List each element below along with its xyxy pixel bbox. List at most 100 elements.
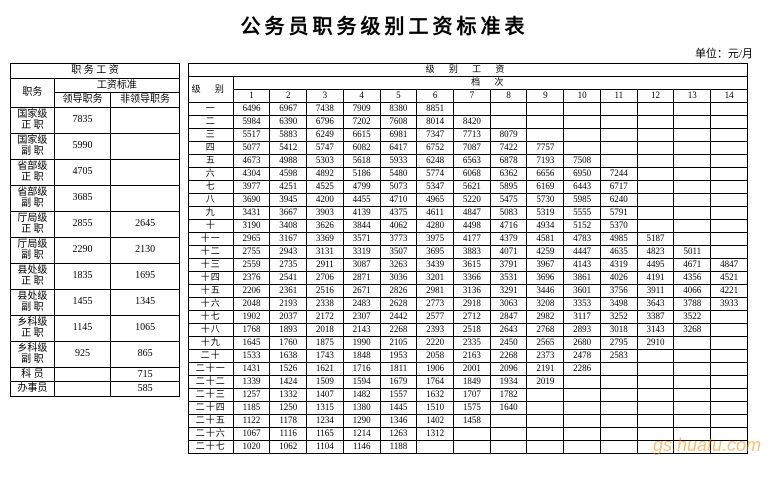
value-cell: 1312 [417,428,454,441]
value-cell [564,129,601,142]
value-cell: 1510 [417,402,454,415]
value-cell: 4071 [490,246,527,259]
position-cell: 省部级副 职 [11,185,55,211]
value-cell: 3861 [564,272,601,285]
value-cell: 5883 [270,129,307,142]
value-cell [711,129,748,142]
value-cell [711,311,748,324]
value-cell: 1020 [233,441,270,454]
value-cell: 2037 [270,311,307,324]
nonlead-cell [111,159,180,185]
value-cell: 4581 [527,233,564,246]
value-cell: 2680 [564,337,601,350]
value-cell [711,402,748,415]
table-row: 四507754125747608264176752708774227757 [189,142,748,155]
value-cell [711,194,748,207]
value-cell: 1526 [270,363,307,376]
value-cell: 1743 [307,350,344,363]
value-cell: 4635 [600,246,637,259]
value-cell [711,168,748,181]
value-cell: 1716 [343,363,380,376]
value-cell [637,350,674,363]
value-cell: 7608 [380,116,417,129]
value-cell: 3190 [233,220,270,233]
table-row: 二十七10201062110411461188 [189,441,748,454]
value-cell [527,415,564,428]
value-cell: 4823 [637,246,674,259]
value-cell [600,103,637,116]
value-cell: 5984 [233,116,270,129]
value-cell: 1122 [233,415,270,428]
table-row: 科 员715 [11,367,180,382]
value-cell: 2483 [343,298,380,311]
value-cell [674,428,711,441]
value-cell: 3601 [564,285,601,298]
level-cell: 十二 [189,246,234,259]
value-cell: 4026 [600,272,637,285]
value-cell: 6563 [454,155,491,168]
grade-header-cell: 7 [454,90,491,103]
grade-header-cell: 13 [674,90,711,103]
value-cell [527,441,564,454]
value-cell: 6390 [270,116,307,129]
tables-wrap: 职 务 工 资 职务 工资标准 领导职务 非领导职务 国家级正 职7835国家级… [10,63,759,454]
value-cell [564,415,601,428]
value-cell: 1188 [380,441,417,454]
level-cell: 十 [189,220,234,233]
value-cell [637,441,674,454]
value-cell [600,376,637,389]
value-cell: 2096 [490,363,527,376]
value-cell: 3615 [454,259,491,272]
page-title: 公务员职务级别工资标准表 [10,10,759,39]
table-row: 二十四11851250131513801445151015751640 [189,402,748,415]
value-cell [674,441,711,454]
value-cell: 6878 [490,155,527,168]
value-cell: 6615 [343,129,380,142]
value-cell: 1146 [343,441,380,454]
value-cell: 3431 [233,207,270,220]
value-cell: 5730 [527,194,564,207]
value-cell: 2671 [343,285,380,298]
value-cell: 4221 [711,285,748,298]
value-cell: 1104 [307,441,344,454]
value-cell: 2982 [527,311,564,324]
value-cell: 1848 [343,350,380,363]
value-cell: 1214 [343,428,380,441]
left-header-pos: 职务 [11,78,55,107]
value-cell: 2268 [380,324,417,337]
value-cell: 1250 [270,402,307,415]
value-cell [711,337,748,350]
value-cell: 1431 [233,363,270,376]
value-cell: 4200 [307,194,344,207]
value-cell [711,220,748,233]
value-cell: 4611 [417,207,454,220]
value-cell: 6169 [527,181,564,194]
value-cell: 7244 [600,168,637,181]
value-cell: 3208 [527,298,564,311]
value-cell: 5621 [454,181,491,194]
left-header-top: 职 务 工 资 [11,64,180,79]
value-cell [711,350,748,363]
value-cell: 4251 [270,181,307,194]
value-cell [600,415,637,428]
value-cell: 1458 [454,415,491,428]
value-cell: 1594 [343,376,380,389]
value-cell: 2628 [380,298,417,311]
position-cell: 省部级正 职 [11,159,55,185]
value-cell [637,428,674,441]
table-row: 二十15331638174318481953205821632268237324… [189,350,748,363]
value-cell: 1640 [490,402,527,415]
value-cell: 4847 [711,259,748,272]
value-cell [600,402,637,415]
value-cell: 4455 [343,194,380,207]
value-cell: 2163 [454,350,491,363]
value-cell: 4673 [233,155,270,168]
value-cell: 3773 [380,233,417,246]
value-cell [711,155,748,168]
value-cell: 5303 [307,155,344,168]
value-cell [600,116,637,129]
value-cell: 7713 [454,129,491,142]
right-header-level: 级 别 [189,77,234,103]
value-cell: 2018 [307,324,344,337]
table-row: 十三25592735291130873263343936153791396741… [189,259,748,272]
